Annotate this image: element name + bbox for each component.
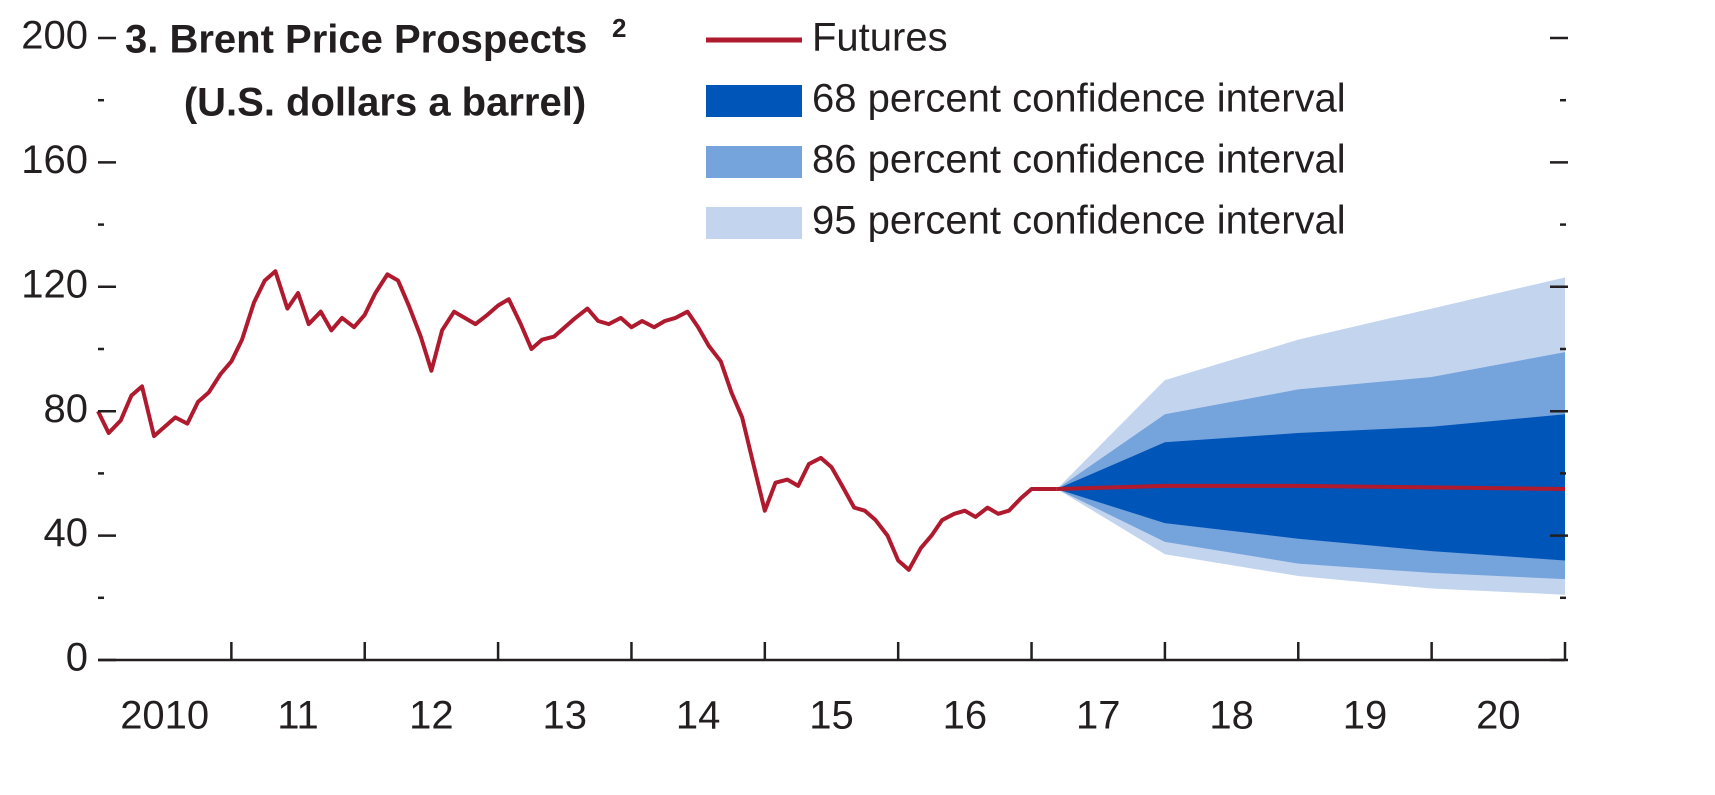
chart-subtitle: (U.S. dollars a barrel) bbox=[184, 81, 586, 125]
legend-label: Futures bbox=[812, 16, 948, 60]
x-tick-label: 14 bbox=[676, 694, 721, 738]
x-tick-label: 11 bbox=[277, 694, 319, 738]
legend-label: 68 percent confidence interval bbox=[812, 77, 1346, 121]
x-tick-label: 16 bbox=[943, 694, 988, 738]
history-line bbox=[96, 269, 1057, 572]
x-tick-label: 2010 bbox=[120, 694, 209, 738]
plot-area bbox=[96, 269, 1566, 595]
x-tick-label: 19 bbox=[1343, 694, 1388, 738]
y-tick-label: 40 bbox=[44, 511, 89, 555]
y-tick-label: 160 bbox=[21, 138, 88, 182]
x-tick-label: 13 bbox=[543, 694, 588, 738]
legend-label: 86 percent confidence interval bbox=[812, 138, 1346, 182]
x-tick-label: 15 bbox=[809, 694, 854, 738]
x-tick-label: 20 bbox=[1476, 694, 1521, 738]
y-tick-label: 80 bbox=[44, 387, 89, 431]
y-tick-label: 120 bbox=[21, 262, 88, 306]
x-tick-label: 12 bbox=[409, 694, 454, 738]
title-footnote: 2 bbox=[612, 13, 626, 43]
futures-line bbox=[1056, 483, 1566, 491]
y-tick-label: 0 bbox=[66, 636, 88, 680]
legend-swatch bbox=[706, 207, 802, 239]
legend-swatch bbox=[706, 146, 802, 178]
y-tick-label: 200 bbox=[21, 14, 88, 58]
legend-label: 95 percent confidence interval bbox=[812, 199, 1346, 243]
chart-title: 3. Brent Price Prospects bbox=[125, 18, 587, 62]
x-tick-label: 18 bbox=[1209, 694, 1254, 738]
legend-swatch bbox=[706, 85, 802, 117]
x-tick-label: 17 bbox=[1076, 694, 1121, 738]
